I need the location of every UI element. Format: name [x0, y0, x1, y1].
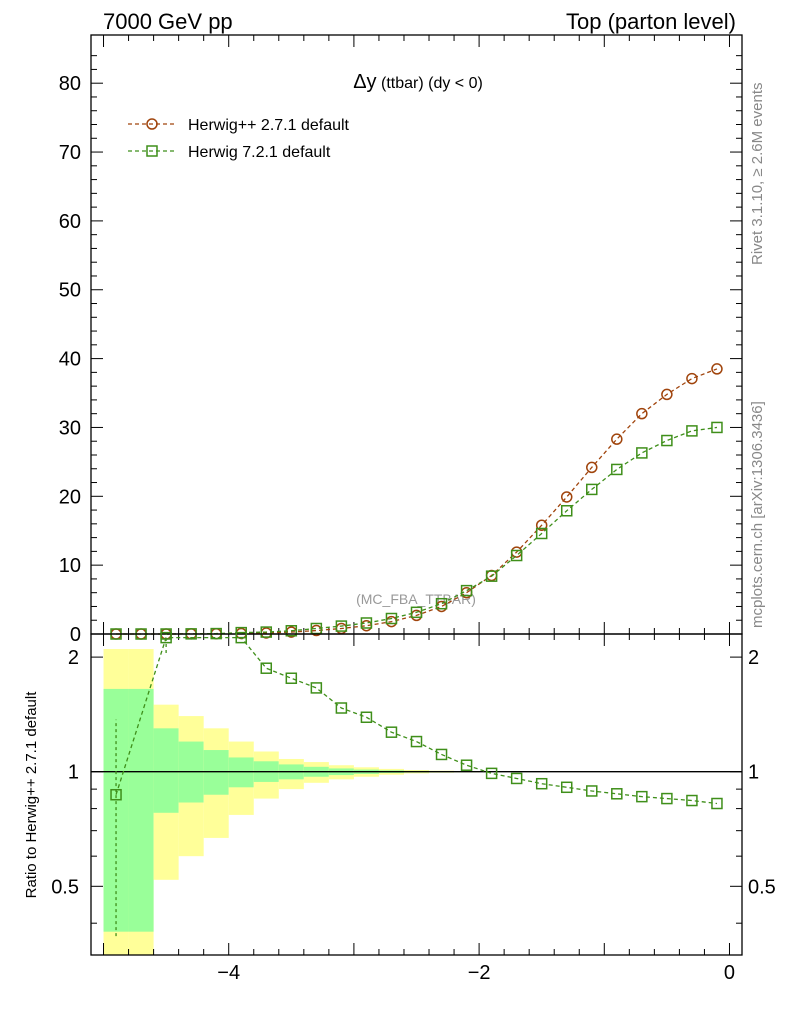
ratio-ylabel: Ratio to Herwig++ 2.7.1 default [23, 691, 40, 899]
ratio-point [235, 631, 247, 644]
legend-marker [146, 145, 158, 157]
data-point [285, 625, 298, 637]
ratio-xtick-label: −4 [217, 962, 240, 984]
ratio-bands [103, 649, 480, 955]
plot-title: Δy (ttbar) (dy < 0) [353, 71, 483, 93]
plot-title-main: Δy [353, 71, 376, 93]
ratio-frame [90, 633, 743, 956]
legend-label: Herwig 7.2.1 default [188, 144, 331, 161]
header-right: Top (parton level) [566, 9, 736, 34]
plot-title-rest: (ttbar) (dy < 0) [377, 75, 483, 92]
data-point [335, 620, 348, 632]
data-point [460, 584, 473, 597]
main-ytick-label: 60 [59, 211, 81, 233]
ratio-point [335, 702, 348, 714]
legend-marker [146, 118, 158, 130]
ratio-point [711, 797, 723, 810]
band-inner [153, 728, 179, 813]
data-point [586, 461, 598, 474]
ratio-ytick-label-right: 1 [748, 762, 759, 784]
main-ytick-label: 0 [70, 624, 81, 646]
data-point [636, 407, 648, 420]
ratio-point [410, 735, 423, 748]
ratio-point [586, 785, 598, 797]
watermark: (MC_FBA_TTBAR) [356, 591, 476, 607]
data-point [711, 421, 723, 434]
ratio-point [110, 788, 122, 801]
ratio-point [385, 726, 398, 738]
legend: Herwig++ 2.7.1 default Herwig 7.2.1 defau… [128, 117, 350, 161]
ratio-panel: −4 −2 0 0.5 0.5 1 1 2 2 [51, 631, 776, 984]
data-point [611, 433, 623, 445]
ratio-ytick-label: 1 [68, 762, 79, 784]
data-point [636, 447, 648, 459]
ratio-ytick-label-right: 2 [748, 647, 759, 669]
rivet-label: Rivet 3.1.10, ≥ 2.6M events [749, 83, 766, 266]
ratio-point [611, 788, 623, 800]
main-ytick-label: 10 [59, 555, 81, 577]
data-point [661, 434, 673, 447]
main-ytick-label: 50 [59, 280, 81, 302]
data-point [661, 388, 673, 401]
main-ytick-label: 70 [59, 142, 81, 164]
data-point [560, 491, 573, 503]
ratio-point [535, 777, 548, 790]
ratio-point [636, 790, 648, 803]
data-point [260, 626, 273, 638]
data-point [485, 570, 498, 582]
header-left: 7000 GeV pp [103, 9, 233, 34]
data-point [586, 483, 598, 496]
ratio-point [285, 672, 298, 684]
ratio-point [560, 781, 573, 794]
main-ytick-label: 30 [59, 417, 81, 439]
data-point [410, 606, 423, 619]
ratio-xtick-label: −2 [468, 962, 491, 984]
ratio-ytick-label: 0.5 [51, 876, 79, 898]
data-point [711, 363, 723, 375]
ratio-ytick-label: 2 [68, 647, 79, 669]
data-point [385, 612, 398, 625]
ratio-point [460, 759, 473, 771]
data-point [360, 617, 373, 629]
main-panel: 0 10 20 30 40 50 60 70 80 [59, 34, 743, 646]
ratio-xtick-label: 0 [724, 962, 735, 984]
band-inner [228, 757, 254, 788]
ratio-point [360, 711, 373, 724]
data-point [686, 425, 698, 437]
ratio-ytick-label-right: 0.5 [748, 876, 776, 898]
data-point [510, 549, 523, 562]
legend-label: Herwig++ 2.7.1 default [188, 117, 350, 134]
ratio-point [510, 772, 523, 785]
ratio-point [686, 794, 698, 807]
ratio-point [435, 748, 448, 761]
data-point [535, 519, 548, 531]
main-ytick-label: 80 [59, 73, 81, 95]
ratio-point [260, 662, 273, 674]
main-ytick-label: 20 [59, 486, 81, 508]
ratio-point [160, 631, 172, 644]
data-point [611, 463, 623, 476]
ratio-point [485, 767, 498, 780]
ratio-point [310, 682, 323, 694]
band-inner [128, 688, 154, 932]
mcplots-label: mcplots.cern.ch [arXiv:1306.3436] [749, 401, 766, 628]
data-point [686, 372, 698, 385]
data-point [560, 505, 573, 517]
ratio-point [661, 792, 673, 805]
data-point [435, 597, 448, 610]
band-inner [203, 750, 229, 795]
main-ytick-label: 40 [59, 349, 81, 371]
data-point [535, 527, 548, 540]
